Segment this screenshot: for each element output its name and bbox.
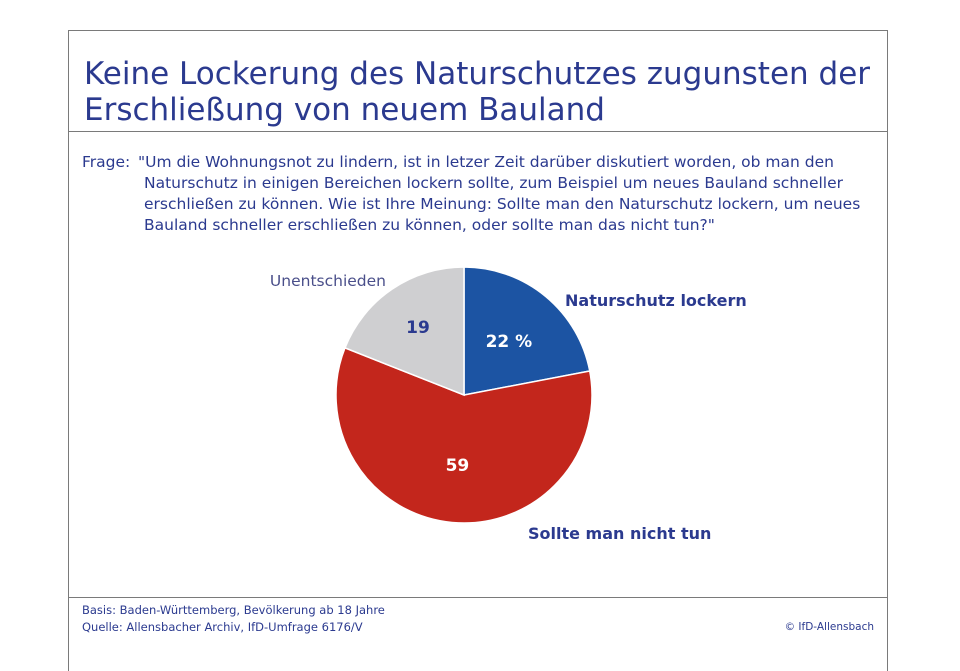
- question-label: Frage:: [82, 153, 131, 171]
- pie-slice-2: [335, 346, 593, 524]
- slice-value-label-1: 22 %: [486, 332, 533, 352]
- slice-value-label-2: 59: [446, 456, 470, 476]
- slice-category-label-2: Sollte man nicht tun: [528, 524, 711, 543]
- slice-category-label-1: Naturschutz lockern: [565, 291, 747, 310]
- slice-value-label-3: 19: [406, 318, 430, 338]
- question-text: "Um die Wohnungsnot zu lindern, ist in l…: [138, 153, 861, 234]
- pie-slice-1: [463, 266, 591, 396]
- chart-frame: [68, 30, 888, 671]
- pie-slice-3: [344, 266, 465, 397]
- footer-copyright: © IfD-Allensbach: [784, 621, 874, 633]
- footer-source: Quelle: Allensbacher Archiv, IfD-Umfrage…: [82, 620, 363, 634]
- title-divider: [68, 131, 888, 132]
- pie-chart: 22 % 59 19 Naturschutz lockern Sollte man n…: [270, 266, 747, 543]
- slice-category-label-3: Unentschieden: [270, 272, 386, 290]
- title-line-2: Erschließung von neuem Bauland: [84, 92, 605, 128]
- footer-basis: Basis: Baden-Württemberg, Bevölkerung ab…: [82, 603, 385, 617]
- chart-title: Keine Lockerung des Naturschutzes zuguns…: [84, 56, 874, 128]
- title-line-1: Keine Lockerung des Naturschutzes zuguns…: [84, 56, 871, 92]
- footer-divider: [68, 597, 888, 598]
